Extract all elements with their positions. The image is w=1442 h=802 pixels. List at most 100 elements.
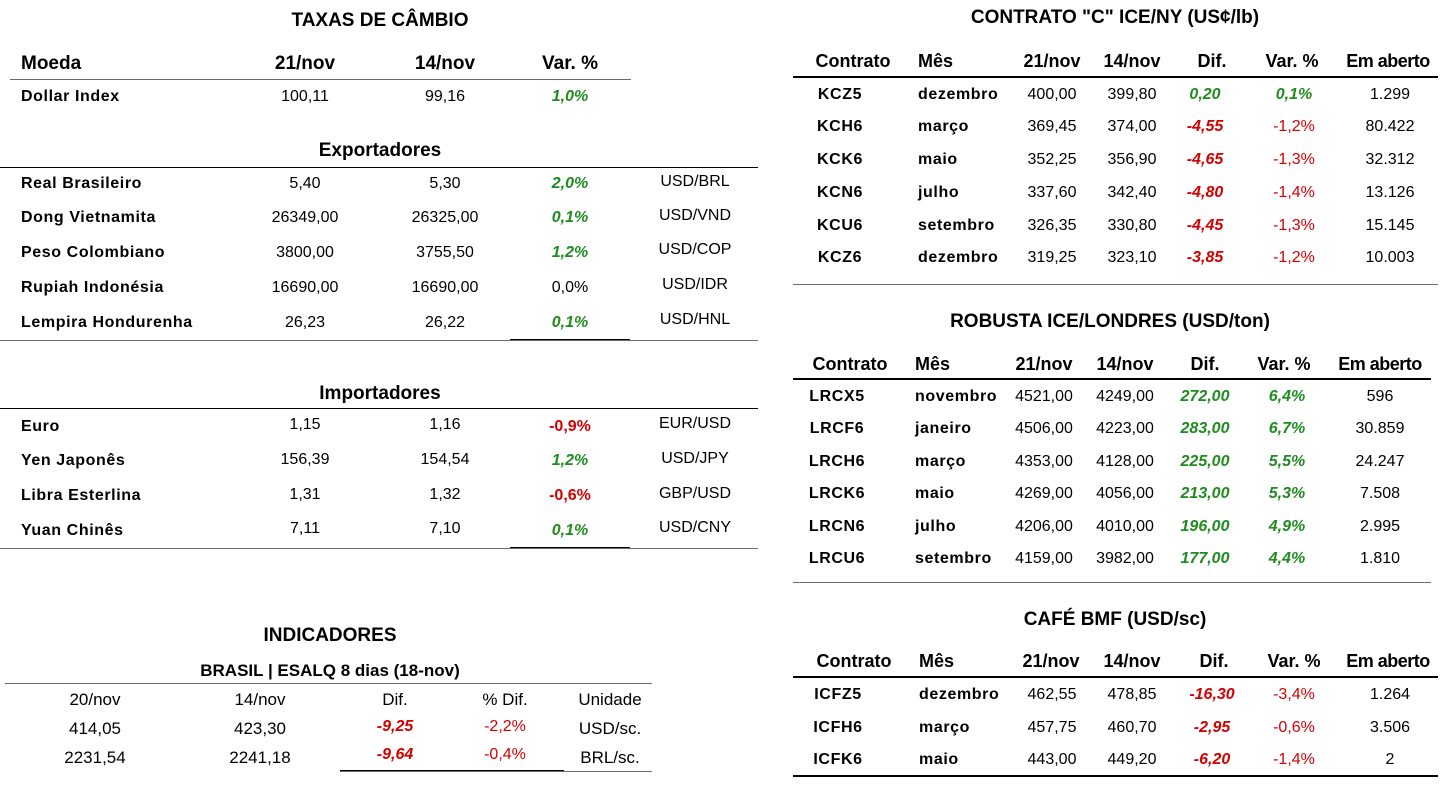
row-var: 6,7% bbox=[1268, 420, 1306, 437]
row-v2: 342,40 bbox=[1107, 184, 1157, 201]
row-v1: 4353,00 bbox=[1015, 453, 1073, 470]
row-dif: -16,30 bbox=[1189, 686, 1235, 703]
fx-header-date1: 21/nov bbox=[274, 53, 336, 74]
fx-dollar-v2: 99,16 bbox=[424, 88, 466, 105]
row-v2: 399,80 bbox=[1107, 86, 1157, 103]
row-open: 24.247 bbox=[1355, 453, 1405, 470]
col-dif: Dif. bbox=[1199, 651, 1229, 671]
row-var: -1,4% bbox=[1273, 751, 1315, 768]
row-dif: -3,85 bbox=[1186, 249, 1224, 266]
row-dif: -4,45 bbox=[1186, 217, 1224, 234]
row-month: dezembro bbox=[919, 686, 1000, 703]
col-dif: Dif. bbox=[1190, 354, 1220, 374]
fx-header-var: Var. % bbox=[542, 53, 598, 74]
row-month: março bbox=[918, 118, 970, 135]
row-open: 596 bbox=[1366, 388, 1394, 405]
fx-row-pair: USD/HNL bbox=[659, 311, 731, 328]
row-code: LRCU6 bbox=[808, 550, 866, 567]
row-v2: 323,10 bbox=[1107, 249, 1157, 266]
fx-row-pair: EUR/USD bbox=[658, 415, 731, 432]
fx-row-name: Libra Esterlina bbox=[21, 487, 142, 504]
row-dif: 213,00 bbox=[1180, 485, 1230, 502]
indicators-row-v2: 423,30 bbox=[234, 719, 286, 738]
row-v1: 337,60 bbox=[1027, 184, 1077, 201]
indicators-header-date2: 14/nov bbox=[234, 690, 286, 709]
row-code: KCZ6 bbox=[817, 249, 863, 266]
row-dif: 225,00 bbox=[1180, 453, 1230, 470]
row-code: ICFH6 bbox=[813, 719, 863, 736]
row-v2: 330,80 bbox=[1107, 217, 1157, 234]
col-contrato: Contrato bbox=[815, 51, 891, 71]
bmf-bottom-rule bbox=[793, 775, 1438, 777]
fx-row-var: 2,0% bbox=[551, 175, 589, 192]
row-v2: 4128,00 bbox=[1096, 453, 1154, 470]
row-month: maio bbox=[915, 485, 955, 502]
fx-row-v2: 16690,00 bbox=[411, 279, 479, 296]
col-mes: Mês bbox=[918, 51, 954, 71]
fx-row-name: Yuan Chinês bbox=[21, 522, 124, 539]
row-dif: 272,00 bbox=[1180, 388, 1230, 405]
row-month: setembro bbox=[915, 550, 992, 567]
col-contrato: Contrato bbox=[812, 354, 888, 374]
row-var: -1,2% bbox=[1273, 249, 1315, 266]
row-v1: 443,00 bbox=[1027, 751, 1077, 768]
row-v1: 4269,00 bbox=[1015, 485, 1073, 502]
fx-exporters-bottom-rule bbox=[0, 340, 758, 341]
indicators-row-v1: 2231,54 bbox=[64, 748, 126, 767]
indicators-row-dif: -9,25 bbox=[376, 718, 414, 735]
indicators-header-pdif: % Dif. bbox=[482, 690, 528, 709]
fx-row-var: 0,1% bbox=[551, 314, 589, 331]
fx-dollar-var: 1,0% bbox=[551, 88, 589, 105]
row-code: LRCF6 bbox=[809, 420, 865, 437]
fx-row-var: 0,1% bbox=[551, 522, 589, 539]
col-var: Var. % bbox=[1265, 51, 1319, 71]
fx-row-name: Real Brasileiro bbox=[21, 175, 143, 192]
fx-title: TAXAS DE CÂMBIO bbox=[291, 10, 469, 31]
fx-row-name: Yen Japonês bbox=[21, 452, 126, 469]
fx-row-var: 1,2% bbox=[551, 452, 589, 469]
fx-row-pair: USD/CNY bbox=[658, 519, 731, 536]
indicators-header-dif: Dif. bbox=[382, 690, 408, 709]
row-code: KCU6 bbox=[817, 217, 863, 234]
row-open: 30.859 bbox=[1355, 420, 1405, 437]
fx-row-v1: 1,31 bbox=[289, 486, 321, 503]
row-v2: 4010,00 bbox=[1096, 518, 1154, 535]
row-v1: 457,75 bbox=[1027, 719, 1077, 736]
row-open: 10.003 bbox=[1365, 249, 1415, 266]
row-code: KCN6 bbox=[817, 184, 863, 201]
row-open: 80.422 bbox=[1365, 118, 1415, 135]
fx-header-date2: 14/nov bbox=[414, 53, 476, 74]
col-date1: 21/nov bbox=[1015, 354, 1073, 374]
row-v2: 460,70 bbox=[1107, 719, 1157, 736]
row-open: 1.264 bbox=[1369, 686, 1411, 703]
row-month: março bbox=[915, 453, 967, 470]
row-dif: 196,00 bbox=[1180, 518, 1230, 535]
col-var: Var. % bbox=[1267, 651, 1321, 671]
fx-row-name: Euro bbox=[21, 418, 60, 435]
ice-ny-bottom-rule bbox=[793, 284, 1438, 285]
fx-row-v1: 5,40 bbox=[289, 175, 321, 192]
col-date1: 21/nov bbox=[1023, 51, 1081, 71]
row-v1: 462,55 bbox=[1027, 686, 1077, 703]
fx-row-name: Peso Colombiano bbox=[21, 244, 166, 261]
fx-row-var: 0,0% bbox=[551, 279, 589, 296]
row-dif: 283,00 bbox=[1180, 420, 1230, 437]
fx-row-pair: USD/VND bbox=[658, 207, 731, 224]
row-v2: 4056,00 bbox=[1096, 485, 1154, 502]
fx-importers-bottom-accent bbox=[510, 547, 630, 548]
col-date2: 14/nov bbox=[1096, 354, 1154, 374]
bmf-title: CAFÉ BMF (USD/sc) bbox=[1023, 609, 1207, 630]
fx-row-v2: 26,22 bbox=[424, 314, 466, 331]
fx-row-name: Lempira Hondurenha bbox=[21, 314, 193, 331]
col-mes: Mês bbox=[915, 354, 951, 374]
fx-exporters-title: Exportadores bbox=[318, 140, 442, 161]
row-var: 4,4% bbox=[1268, 550, 1306, 567]
indicators-row-unit: USD/sc. bbox=[578, 719, 642, 738]
row-dif: 0,20 bbox=[1189, 86, 1221, 103]
row-var: -0,6% bbox=[1273, 719, 1315, 736]
fx-row-v1: 26349,00 bbox=[271, 209, 339, 226]
row-code: KCK6 bbox=[817, 151, 863, 168]
fx-row-var: 1,2% bbox=[551, 244, 589, 261]
row-code: LRCH6 bbox=[808, 453, 866, 470]
indicators-title: INDICADORES bbox=[263, 625, 397, 646]
